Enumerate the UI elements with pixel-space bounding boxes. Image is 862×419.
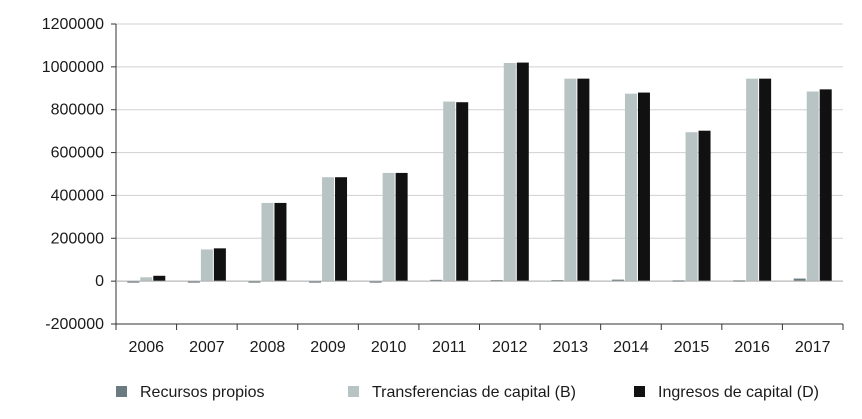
legend-label: Transferencias de capital (B) [372, 384, 576, 401]
bar [274, 202, 287, 282]
bar [819, 89, 832, 282]
y-tick-label: 200000 [51, 230, 104, 247]
y-tick-label: 1200000 [42, 16, 104, 33]
bar [624, 93, 637, 282]
x-tick-label: 2012 [492, 339, 528, 356]
x-tick-label: 2015 [674, 339, 710, 356]
y-tick-label: 400000 [51, 187, 104, 204]
bar [213, 248, 226, 282]
legend-swatch [634, 386, 645, 397]
bar [637, 92, 650, 282]
x-tick-label: 2009 [310, 339, 346, 356]
bar [369, 281, 382, 283]
x-tick-label: 2010 [371, 339, 407, 356]
y-tick-label: 600000 [51, 145, 104, 162]
x-tick-label: 2016 [734, 339, 770, 356]
bar [443, 101, 456, 282]
y-tick-label: 0 [95, 273, 104, 290]
bar [564, 78, 577, 282]
bar [382, 172, 395, 282]
bar [611, 279, 624, 282]
x-tick-label: 2017 [795, 339, 831, 356]
legend-label: Ingresos de capital (D) [658, 384, 819, 401]
bars [127, 62, 832, 283]
y-tick-label: -200000 [45, 316, 104, 333]
x-tick-label: 2014 [613, 339, 649, 356]
bar [127, 281, 140, 283]
bar [456, 102, 469, 282]
y-tick-label: 800000 [51, 102, 104, 119]
bar [140, 277, 153, 282]
bar [516, 62, 529, 282]
bar [335, 177, 348, 282]
bar [806, 91, 819, 282]
bar [153, 275, 166, 282]
x-tick-label: 2011 [432, 339, 467, 356]
bar [577, 78, 590, 282]
bar [187, 281, 200, 283]
legend-label: Recursos propios [140, 384, 265, 401]
bar [200, 249, 213, 282]
legend: Recursos propios Transferencias de capita… [116, 384, 819, 401]
legend-swatch [116, 386, 127, 397]
bar [395, 172, 408, 282]
x-tick-label: 2006 [128, 339, 164, 356]
bar [309, 281, 322, 283]
bar [793, 278, 806, 282]
legend-swatch [348, 386, 359, 397]
y-tick-labels: -200000 0 200000 400000 600000 800000 1000000 1… [42, 16, 104, 333]
bar [322, 177, 335, 282]
bar [503, 63, 516, 282]
bar [261, 202, 274, 282]
x-tick-labels: 2006 2007 2008 2009 2010 2011 2012 2013 2014 2015… [128, 339, 830, 356]
x-tick-label: 2013 [553, 339, 589, 356]
axes [111, 23, 844, 330]
x-tick-label: 2007 [189, 339, 225, 356]
bar [759, 78, 772, 282]
bar [698, 130, 711, 282]
bar [248, 281, 261, 283]
bar [685, 132, 698, 282]
y-tick-label: 1000000 [42, 59, 104, 76]
bar [430, 279, 443, 282]
bar [746, 78, 759, 282]
x-tick-label: 2008 [250, 339, 286, 356]
